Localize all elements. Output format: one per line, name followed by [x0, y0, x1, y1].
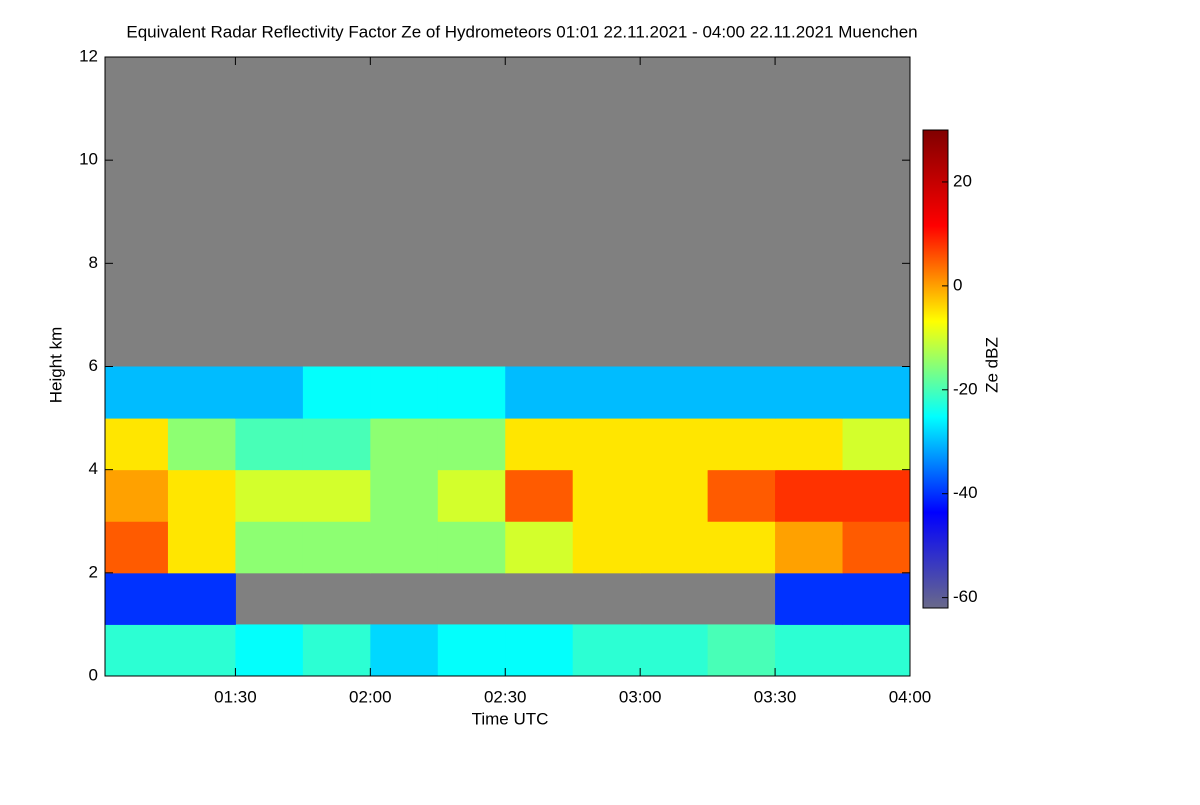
heat-cell [167, 572, 236, 625]
heat-cell [707, 418, 776, 471]
heat-cell [437, 469, 506, 522]
heat-cell [640, 624, 709, 676]
x-axis-title: Time UTC [472, 709, 549, 728]
x-tick-label: 03:30 [754, 687, 797, 706]
heat-cell [437, 521, 506, 574]
heat-cell [235, 418, 304, 471]
heat-cell [302, 366, 371, 419]
colorbar-tick-label: -40 [953, 483, 978, 502]
colorbar [922, 129, 949, 609]
heat-cell [105, 572, 169, 625]
heat-cell [707, 624, 776, 676]
heat-cell [370, 469, 439, 522]
heat-cell [707, 469, 776, 522]
colorbar-tick-label: -60 [953, 587, 978, 606]
colorbar-title: Ze dBZ [982, 337, 1001, 393]
heat-cell [775, 624, 844, 676]
y-tick-label: 6 [89, 356, 98, 375]
heat-cell [640, 418, 709, 471]
x-tick-label: 02:00 [349, 687, 392, 706]
y-tick-label: 12 [79, 46, 98, 65]
heat-cell [505, 418, 574, 471]
heat-cell [235, 521, 304, 574]
heat-cell [370, 366, 439, 419]
heat-cell [572, 469, 641, 522]
heat-cell [775, 521, 844, 574]
heat-cell [640, 366, 709, 419]
heat-cell [167, 418, 236, 471]
heatmap [105, 366, 910, 676]
heat-cell [572, 521, 641, 574]
heat-cell [167, 469, 236, 522]
heat-cell [302, 624, 371, 676]
heat-cell [842, 469, 910, 522]
y-tick-label: 2 [89, 562, 98, 581]
x-tick-label: 01:30 [214, 687, 257, 706]
heat-cell [105, 521, 169, 574]
heat-cell [572, 624, 641, 676]
heat-cell [437, 366, 506, 419]
heat-cell [775, 418, 844, 471]
heat-cell [505, 366, 574, 419]
heat-cell [235, 624, 304, 676]
heat-cell [167, 521, 236, 574]
y-tick-label: 4 [89, 459, 98, 478]
heat-cell [505, 624, 574, 676]
heat-cell [775, 572, 844, 625]
heat-cell [572, 366, 641, 419]
heat-cell [842, 624, 910, 676]
y-tick-label: 10 [79, 150, 98, 169]
heat-cell [707, 521, 776, 574]
heat-cell [437, 418, 506, 471]
heat-cell [775, 366, 844, 419]
heat-cell [640, 521, 709, 574]
heat-cell [437, 624, 506, 676]
heat-cell [842, 418, 910, 471]
heat-cell [505, 469, 574, 522]
heat-cell [105, 418, 169, 471]
heat-cell [370, 521, 439, 574]
heat-cell [235, 366, 304, 419]
chart-title: Equivalent Radar Reflectivity Factor Ze … [126, 22, 917, 41]
heat-cell [370, 418, 439, 471]
heat-cell [842, 366, 910, 419]
heat-cell [842, 521, 910, 574]
heat-cell [572, 418, 641, 471]
heat-cell [640, 469, 709, 522]
x-tick-label: 02:30 [484, 687, 527, 706]
x-tick-label: 04:00 [889, 687, 932, 706]
heat-cell [105, 624, 169, 676]
heat-cell [105, 469, 169, 522]
heat-cell [842, 572, 910, 625]
heat-cell [505, 521, 574, 574]
heat-cell [302, 521, 371, 574]
heat-cell [167, 366, 236, 419]
heat-cell [775, 469, 844, 522]
heat-cell [105, 366, 169, 419]
heat-cell [302, 469, 371, 522]
heat-cell [235, 469, 304, 522]
y-tick-label: 0 [89, 665, 98, 684]
heat-cell [167, 624, 236, 676]
y-axis-title: Height km [46, 327, 65, 404]
heat-cell [302, 418, 371, 471]
y-tick-label: 8 [89, 253, 98, 272]
x-tick-label: 03:00 [619, 687, 662, 706]
colorbar-tick-label: 20 [953, 171, 972, 190]
colorbar-tick-label: 0 [953, 275, 962, 294]
colorbar-tick-label: -20 [953, 379, 978, 398]
heat-cell [707, 366, 776, 419]
heat-cell [370, 624, 439, 676]
